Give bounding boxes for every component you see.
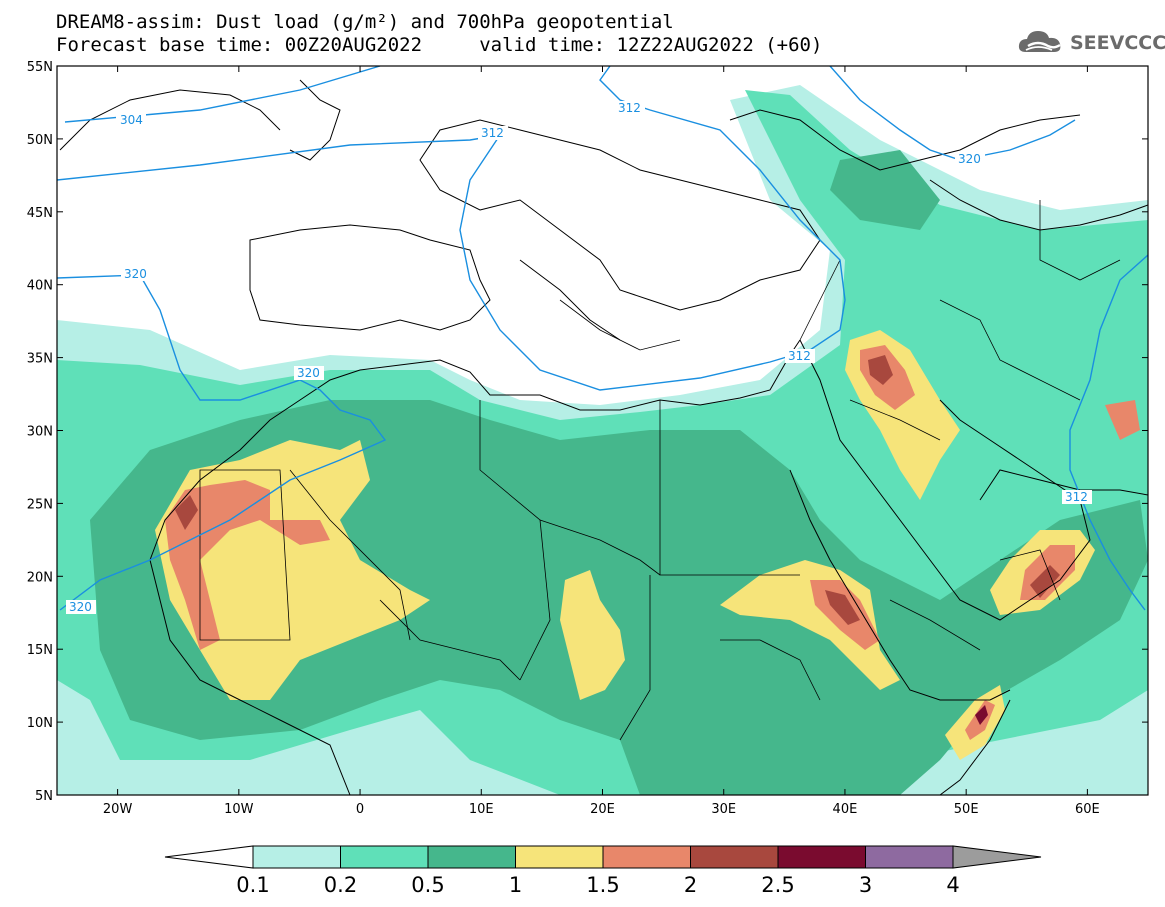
lon-tick-label: 30E <box>711 802 736 817</box>
colorbar-label: 0.5 <box>411 873 444 897</box>
contour-labels: 304 312 312 320 320 320 312 320 312 <box>66 101 1092 614</box>
contour-label-320-b: 320 <box>297 366 320 380</box>
contour-label-312-a: 312 <box>481 126 504 140</box>
colorbar-label: 0.2 <box>324 873 357 897</box>
dust-area-yellow-sudan <box>720 560 900 690</box>
colorbar-over-triangle <box>952 845 1042 869</box>
colorbar-label: 0.1 <box>236 873 269 897</box>
forecast-times: Forecast base time: 00Z20AUG2022 valid t… <box>56 34 823 56</box>
dust-area-orange-iran <box>1105 400 1140 440</box>
latitude-axis: 55N 50N 45N 40N 35N 30N 25N 20N 15N 10N 5N <box>27 60 1148 804</box>
longitude-axis: 20W 10W 0 10E 20E 30E 40E 50E 60E <box>103 66 1100 817</box>
contour-label-320-d: 320 <box>958 152 981 166</box>
dust-area-dark-north <box>830 150 940 230</box>
contour-label-312-c: 312 <box>788 349 811 363</box>
lat-tick-label: 35N <box>27 352 53 367</box>
dust-area-brown-sudan <box>825 590 860 625</box>
colorbar-segment <box>602 845 691 869</box>
colorbar-segment <box>427 845 516 869</box>
colorbar-label: 1.5 <box>586 873 619 897</box>
colorbar-under-triangle <box>164 845 254 869</box>
lat-tick-label: 20N <box>27 570 53 585</box>
contour-label-312-b: 312 <box>618 101 641 115</box>
lat-tick-label: 15N <box>27 643 53 658</box>
colorbar-segment <box>690 845 779 869</box>
coastlines <box>59 79 1148 795</box>
contour-label-320-a: 320 <box>124 267 147 281</box>
colorbar-segment <box>252 845 341 869</box>
lat-tick-label: 10N <box>27 716 53 731</box>
lon-tick-label: 10W <box>224 802 254 817</box>
lon-tick-label: 10E <box>469 802 494 817</box>
dust-area-yellow-chad <box>560 570 625 700</box>
contour-label-312-d: 312 <box>1065 490 1088 504</box>
dust-area-orange-west <box>165 480 330 650</box>
lat-tick-label: 40N <box>27 279 53 294</box>
lat-tick-label: 25N <box>27 497 53 512</box>
dust-area-brown-oman <box>1030 565 1060 598</box>
cloud-logo-icon <box>1018 31 1061 52</box>
dust-area-brown-iraq <box>868 355 893 385</box>
lat-tick-label: 5N <box>35 789 53 804</box>
colorbar-label: 4 <box>946 873 959 897</box>
colorbar-segment <box>777 845 866 869</box>
contour-label-304: 304 <box>120 113 143 127</box>
colorbar-label: 2 <box>684 873 697 897</box>
colorbar-segment <box>865 845 954 869</box>
logo-text: SEEVCCC <box>1070 32 1165 54</box>
contour-320-east <box>829 66 1076 161</box>
colorbar: 0.1 0.2 0.5 1 1.5 2 2.5 3 4 <box>164 845 1042 897</box>
lon-tick-label: 20E <box>590 802 615 817</box>
contour-label-320-c: 320 <box>69 600 92 614</box>
lon-tick-label: 0 <box>356 802 364 817</box>
colorbar-label: 3 <box>859 873 872 897</box>
lat-tick-label: 45N <box>27 206 53 221</box>
lon-tick-label: 50E <box>954 802 979 817</box>
colorbar-label: 2.5 <box>761 873 794 897</box>
dust-field: 304 312 312 320 320 320 312 320 312 <box>57 66 1148 795</box>
lon-tick-label: 60E <box>1075 802 1100 817</box>
lat-tick-label: 55N <box>27 60 53 75</box>
lon-tick-label: 40E <box>833 802 858 817</box>
contour-312-east <box>1069 254 1148 611</box>
country-borders <box>199 200 1121 741</box>
contour-320-west <box>57 274 387 611</box>
map-title: DREAM8-assim: Dust load (g/m²) and 700hP… <box>56 11 674 33</box>
dust-area-maroon-somalia <box>975 705 988 725</box>
lon-tick-label: 20W <box>103 802 133 817</box>
dust-area-brown-west <box>175 495 198 530</box>
colorbar-segment <box>340 845 429 869</box>
contour-312-central <box>459 66 846 391</box>
lat-tick-label: 30N <box>27 425 53 440</box>
seevccc-logo: SEEVCCC <box>1016 24 1165 60</box>
colorbar-segment <box>515 845 604 869</box>
lat-tick-label: 50N <box>27 133 53 148</box>
colorbar-label: 1 <box>509 873 522 897</box>
